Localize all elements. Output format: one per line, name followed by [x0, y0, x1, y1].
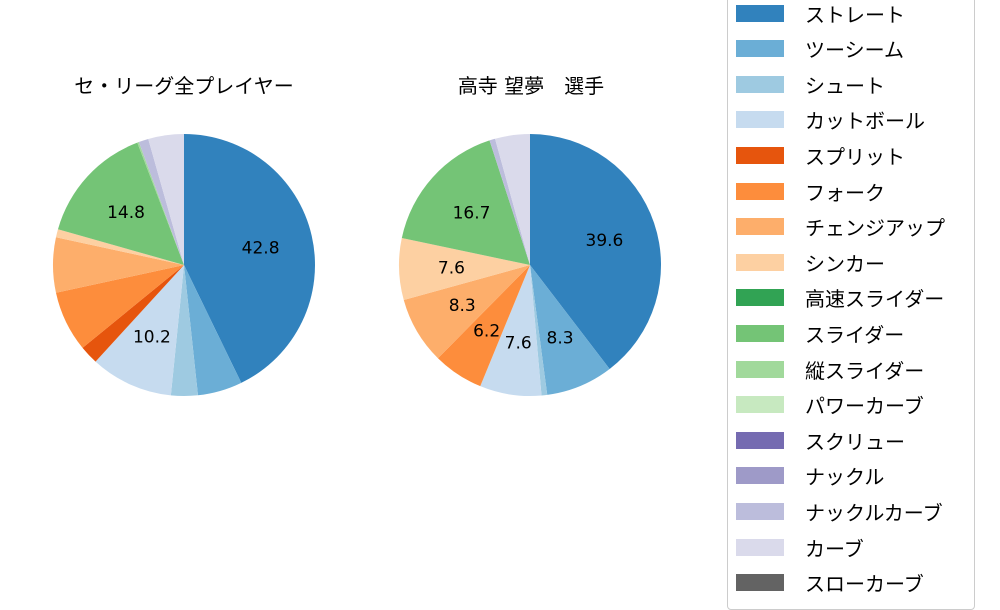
pie-slice: [530, 134, 661, 370]
legend-label: スローカーブ: [805, 572, 924, 597]
legend-item: パワーカーブ: [736, 393, 924, 419]
legend-item: カットボール: [736, 108, 925, 134]
legend-swatch: [736, 111, 784, 129]
legend-swatch: [736, 289, 784, 307]
pie-slice: [184, 265, 242, 396]
pie-slice: [489, 138, 530, 265]
legend-item: フォーク: [736, 179, 885, 205]
legend-swatch: [736, 40, 784, 58]
pie-slice: [55, 229, 184, 265]
legend-item: ツーシーム: [736, 37, 904, 63]
legend-swatch: [736, 146, 784, 164]
pie-slice: [401, 140, 530, 265]
pie-slice: [170, 265, 198, 396]
left-chart-title: セ・リーグ全プレイヤー: [74, 74, 294, 98]
pie-slice: [52, 237, 184, 293]
pie-slice: [57, 142, 184, 265]
legend-swatch: [736, 4, 784, 22]
legend-item: スプリット: [736, 143, 905, 169]
pie-slice: [148, 134, 184, 265]
pie-slice: [184, 134, 315, 383]
legend-label: スプリット: [805, 144, 905, 169]
legend-item: カーブ: [736, 535, 864, 561]
legend-item: 高速スライダー: [736, 286, 945, 312]
pie-slice: [138, 138, 184, 265]
pie-slice: [137, 142, 184, 265]
legend-label: 高速スライダー: [805, 287, 945, 312]
legend-item: 縦スライダー: [736, 357, 925, 383]
slice-label: 42.8: [242, 238, 280, 258]
legend-item: ナックルカーブ: [736, 499, 943, 525]
legend-item: シンカー: [736, 250, 885, 276]
legend-swatch: [736, 253, 784, 271]
legend-swatch: [736, 182, 784, 200]
legend: ストレートツーシームシュートカットボール スプリットフォークチェンジアップ シンカー…: [727, 0, 975, 610]
pie-slice: [403, 265, 530, 359]
legend-label: フォーク: [805, 180, 885, 205]
pie-slice: [480, 265, 542, 396]
pie-chart-player: 39.68.37.66.28.37.616.7: [399, 134, 661, 396]
legend-label: ナックル: [805, 465, 885, 490]
pie-slice: [82, 265, 184, 362]
pie-slice: [55, 265, 184, 348]
legend-item: スライダー: [736, 321, 905, 347]
legend-label: シンカー: [805, 251, 885, 276]
legend-label: ストレート: [805, 2, 905, 27]
legend-swatch: [736, 538, 784, 556]
legend-label: シュート: [805, 73, 885, 98]
legend-item: スローカーブ: [736, 571, 924, 597]
legend-item: ナックル: [736, 464, 885, 490]
pie-slice: [399, 238, 530, 300]
slice-label: 6.2: [473, 322, 500, 342]
legend-label: チェンジアップ: [805, 216, 945, 241]
pie-chart-league: 42.8 10.2 14.8: [52, 134, 315, 396]
pie-slice: [95, 265, 184, 396]
pie-slice: [437, 265, 530, 387]
legend-label: カーブ: [805, 536, 864, 561]
pie-slice: [530, 265, 610, 395]
legend-swatch: [736, 324, 784, 342]
legend-swatch: [736, 574, 784, 592]
legend-item: シュート: [736, 72, 885, 98]
legend-label: パワーカーブ: [805, 394, 924, 419]
legend-label: カットボール: [805, 109, 925, 134]
slice-label: 16.7: [453, 203, 491, 223]
pie-slice: [530, 265, 548, 396]
legend-item: チェンジアップ: [736, 215, 945, 241]
slice-label: 7.6: [505, 334, 532, 354]
slice-label: 10.2: [133, 328, 171, 348]
legend-swatch: [736, 75, 784, 93]
legend-swatch: [736, 467, 784, 485]
legend-swatch: [736, 431, 784, 449]
legend-item: スクリュー: [736, 428, 905, 454]
legend-label: スクリュー: [805, 429, 905, 454]
legend-label: 縦スライダー: [805, 358, 925, 383]
slice-label: 39.6: [586, 231, 624, 251]
legend-swatch: [736, 502, 784, 520]
legend-label: ナックルカーブ: [805, 500, 943, 525]
slice-label: 14.8: [107, 203, 145, 223]
pie-slice: [495, 134, 530, 265]
slice-label: 7.6: [438, 258, 465, 278]
right-chart-title: 高寺 望夢 選手: [457, 74, 605, 98]
slice-label: 8.3: [449, 296, 476, 316]
slice-label: 8.3: [547, 329, 574, 349]
legend-swatch: [736, 218, 784, 236]
legend-swatch: [736, 360, 784, 378]
legend-label: スライダー: [805, 322, 905, 347]
legend-item: ストレート: [736, 1, 905, 27]
legend-swatch: [736, 396, 784, 414]
legend-label: ツーシーム: [805, 38, 904, 63]
